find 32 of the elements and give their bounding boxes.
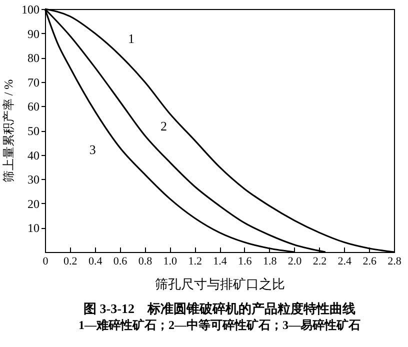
x-tick-label: 2.6 xyxy=(362,256,377,268)
y-tick-label: 50 xyxy=(28,124,40,138)
y-tick-label: 40 xyxy=(28,148,40,162)
y-tick-label: 90 xyxy=(28,26,40,41)
x-tick-label: 2.2 xyxy=(312,256,327,268)
text: 1—难碎性矿石；2—中等可碎性矿石；3—易碎性矿石 xyxy=(78,318,360,332)
x-axis-title: 筛孔尺寸与排矿口之比 xyxy=(155,276,285,292)
y-tick-label: 70 xyxy=(28,75,40,90)
x-tick-label: 0.4 xyxy=(88,256,103,268)
y-tick-label: 100 xyxy=(22,2,40,16)
x-tick-label: 1.0 xyxy=(163,256,178,268)
x-tick-label: 0.2 xyxy=(64,256,78,268)
annotation: 1 xyxy=(128,31,135,46)
x-tick-label: 0.8 xyxy=(138,256,153,268)
x-tick-label: 1.2 xyxy=(188,256,202,268)
y-tick-label: 30 xyxy=(28,172,40,187)
y-axis-title: 筛上量累积产率 / % xyxy=(2,79,16,183)
y-tick-label: 10 xyxy=(28,221,40,236)
x-tick-label: 0.6 xyxy=(113,256,128,268)
x-tick-label: 2.4 xyxy=(338,256,352,268)
annotation: 2 xyxy=(160,118,167,134)
x-tick-label: 1.8 xyxy=(262,256,278,268)
y-tick-label: 20 xyxy=(28,196,40,211)
y-tick-label: 60 xyxy=(28,100,40,114)
y-tick-label: 80 xyxy=(28,51,40,66)
x-tick-label: 0 xyxy=(42,256,49,268)
text: 图 3-3-12 标准圆锥破碎机的产品粒度特性曲线 xyxy=(84,301,356,316)
x-tick-label: 1.4 xyxy=(213,256,228,268)
x-tick-label: 2.0 xyxy=(288,256,302,268)
annotation: 3 xyxy=(89,142,96,157)
x-tick-label: 2.8 xyxy=(388,256,402,268)
x-tick-label: 1.6 xyxy=(238,256,252,268)
